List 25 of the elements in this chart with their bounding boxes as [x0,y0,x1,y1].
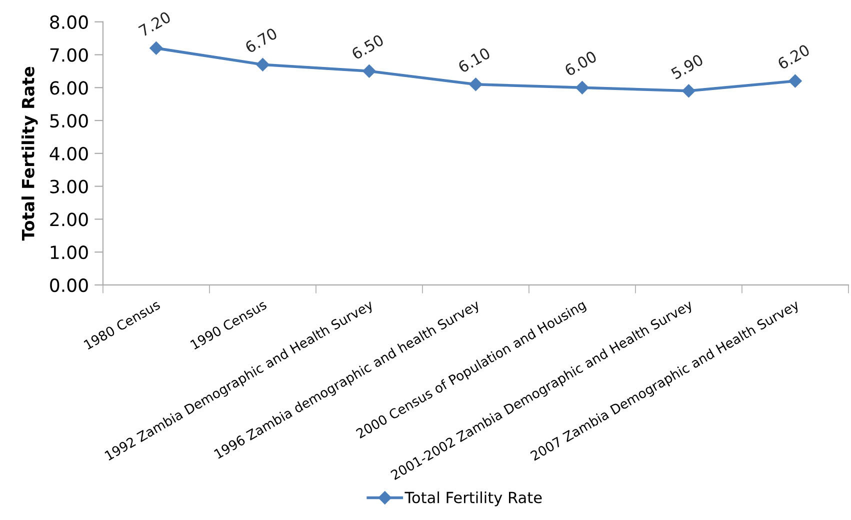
point [576,81,589,94]
point [682,84,696,98]
data-label: 6.70 [244,27,278,54]
data-label: 6.20 [776,44,810,70]
y-tick-label: 6.00 [50,81,88,95]
data-label: 6.10 [457,47,491,74]
legend-label: Total Fertility Rate [404,491,542,506]
y-tick-label: 0.00 [50,278,88,292]
y-tick-label: 5.00 [50,114,88,128]
y-tick-label: 3.00 [50,180,88,194]
y-tick-label: 1.00 [50,246,88,260]
point [150,42,163,55]
y-axis-title: Total Fertility Rate [22,66,38,241]
y-tick-label: 8.00 [50,15,88,29]
y-tick-label: 4.00 [50,146,88,161]
data-label: 5.90 [670,54,704,80]
data-label: 6.50 [350,34,384,60]
point [362,64,376,78]
point [469,78,482,91]
y-tick-label: 2.00 [50,212,88,226]
point [256,58,270,72]
point [788,74,802,88]
y-tick-label: 7.00 [50,48,88,62]
data-label: 7.20 [138,10,172,37]
data-label: 6.00 [564,50,598,76]
